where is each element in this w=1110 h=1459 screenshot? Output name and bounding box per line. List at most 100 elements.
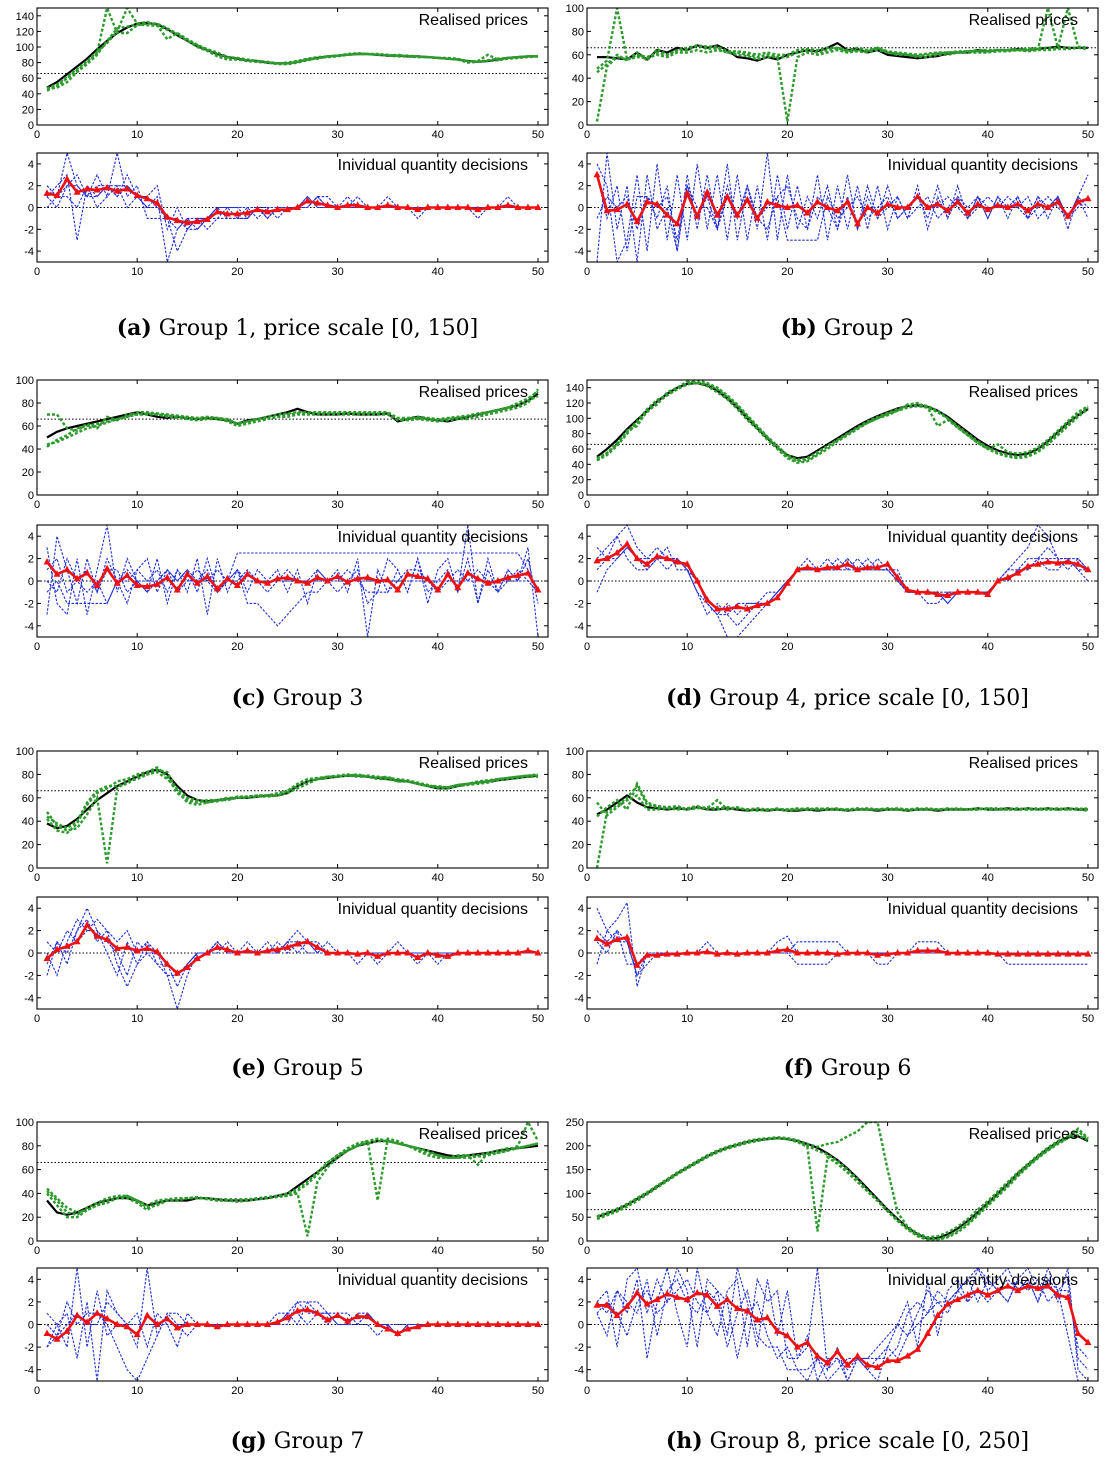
mean-marker	[334, 1311, 342, 1318]
mean-marker	[354, 201, 362, 208]
mean-marker	[663, 1289, 671, 1297]
mean-marker	[1064, 1293, 1072, 1300]
x-tick-label: 10	[131, 641, 143, 653]
x-tick-label: 50	[1082, 1385, 1094, 1397]
x-tick-label: 30	[331, 641, 343, 653]
mean-marker	[424, 1320, 432, 1327]
mean-marker	[833, 206, 841, 214]
mean-marker	[994, 1286, 1002, 1294]
mean-marker	[153, 947, 161, 955]
x-tick-label: 30	[331, 129, 343, 141]
mean-marker	[294, 1306, 302, 1314]
panel-title: Inividual quantity decisions	[888, 157, 1078, 174]
mean-marker	[904, 203, 912, 210]
x-tick-label: 40	[982, 1013, 994, 1025]
plot-frame	[586, 379, 1099, 496]
mean-marker	[593, 170, 601, 178]
mean-marker	[424, 949, 432, 956]
mean-marker	[193, 954, 201, 962]
x-tick-label: 0	[34, 1245, 40, 1257]
y-tick-label: 4	[28, 903, 34, 915]
panel-q7: 0 10 20 30 40 50 -4 -2 0 2 4 Inividual quantity dec…	[574, 1267, 1099, 1397]
mean-marker	[524, 1320, 532, 1327]
mean-marker	[143, 1311, 151, 1318]
price-series-dashed-2	[46, 1122, 540, 1219]
price-series-dashed-1	[596, 1134, 1089, 1241]
mean-marker	[183, 963, 191, 971]
panel-title: Inividual quantity decisions	[338, 901, 528, 918]
mean-marker	[974, 1286, 982, 1294]
y-tick-label: 0	[578, 576, 584, 588]
mean-marker	[653, 1295, 661, 1303]
mean-marker	[914, 192, 922, 200]
x-tick-label: 0	[34, 129, 40, 141]
plot-frame	[586, 896, 1099, 1010]
mean-marker	[623, 540, 631, 547]
y-tick-label: -2	[24, 970, 34, 982]
plot-frame	[586, 1267, 1099, 1382]
mean-marker	[753, 214, 761, 221]
price-series-dashed-1	[46, 768, 538, 864]
mean-marker	[713, 211, 721, 218]
mean-marker	[384, 201, 392, 208]
panel-title: Inividual quantity decisions	[888, 1272, 1078, 1289]
mean-marker	[273, 574, 281, 582]
mean-quantity-series	[596, 542, 1089, 611]
mean-marker	[1024, 1282, 1032, 1289]
x-tick-label: 20	[781, 1385, 793, 1397]
mean-marker	[844, 949, 852, 956]
x-tick-label: 40	[432, 1245, 444, 1257]
subfigure-4: (d) Group 4, price scale [0, 150]	[666, 685, 1029, 711]
mean-marker	[454, 583, 462, 591]
mean-marker	[173, 585, 181, 593]
mean-marker	[673, 950, 681, 957]
mean-marker	[884, 1356, 892, 1364]
mean-marker	[884, 950, 892, 957]
mean-marker	[833, 563, 841, 571]
caption-letter: (c)	[232, 685, 266, 711]
panel-p7: 0 10 20 30 40 50 0 50 100 150 200 250 Realised price…	[566, 1117, 1099, 1257]
x-tick-label: 30	[331, 1385, 343, 1397]
mean-marker	[934, 200, 942, 207]
x-tick-label: 0	[584, 641, 590, 653]
panel-p6: 0 10 20 30 40 50 0 20 40 60 80 100 Realised prices	[16, 1117, 549, 1257]
mean-marker	[374, 577, 382, 584]
mean-marker	[504, 949, 512, 956]
mean-marker	[324, 577, 332, 584]
mean-marker	[183, 218, 191, 226]
mean-marker	[464, 949, 472, 956]
mean-marker	[213, 584, 221, 592]
mean-marker	[854, 1352, 862, 1359]
x-tick-label: 20	[231, 872, 243, 884]
x-tick-label: 20	[231, 1013, 243, 1025]
mean-marker	[613, 205, 621, 213]
x-tick-label: 0	[584, 1013, 590, 1025]
price-series-dashed-3	[46, 1139, 539, 1217]
mean-marker	[663, 950, 671, 957]
mean-marker	[374, 1320, 382, 1327]
x-tick-label: 10	[681, 499, 693, 511]
x-tick-label: 10	[681, 641, 693, 653]
mean-marker	[163, 960, 171, 967]
y-tick-label: -4	[24, 621, 34, 633]
mean-marker	[354, 950, 362, 957]
y-tick-label: 2	[28, 554, 34, 566]
x-tick-label: 30	[331, 266, 343, 278]
y-tick-label: 2	[28, 926, 34, 938]
mean-marker	[414, 572, 422, 580]
mean-marker	[633, 554, 641, 562]
mean-marker	[663, 211, 671, 218]
x-tick-label: 50	[532, 1013, 544, 1025]
mean-marker	[944, 1300, 952, 1307]
mean-marker	[253, 205, 261, 213]
x-tick-label: 20	[231, 1245, 243, 1257]
mean-marker	[924, 588, 932, 595]
x-tick-label: 10	[681, 266, 693, 278]
mean-marker	[434, 1320, 442, 1327]
y-tick-label: 60	[22, 421, 34, 433]
mean-marker	[344, 578, 352, 585]
panel-q0: 0 10 20 30 40 50 -4 -2 0 2 4 Inividual quantity dec…	[24, 152, 549, 278]
x-tick-label: 40	[432, 872, 444, 884]
y-tick-label: 40	[22, 89, 34, 101]
